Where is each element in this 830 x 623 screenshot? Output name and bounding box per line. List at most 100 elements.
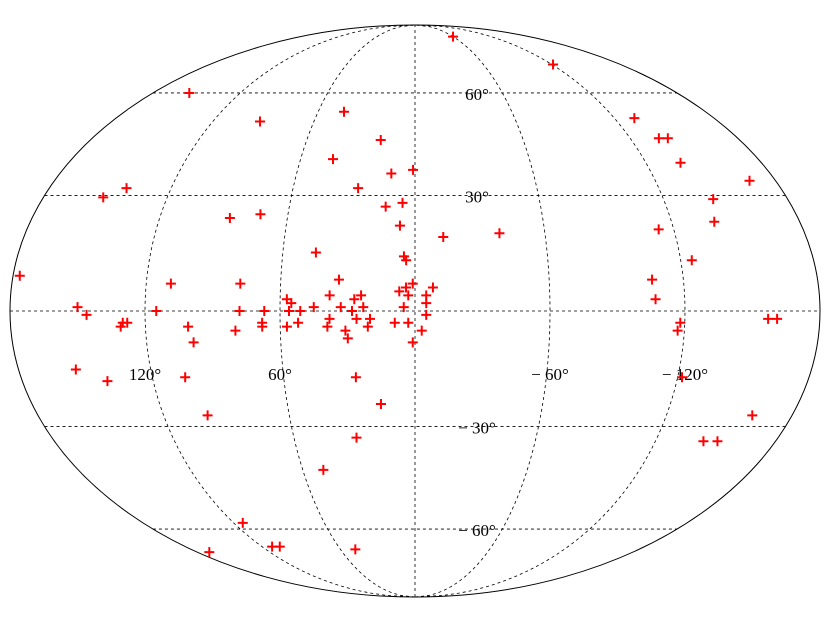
cross-marker [204,547,215,558]
cross-marker [284,306,294,316]
cross-marker [362,321,373,332]
cross-marker [274,541,285,552]
cross-marker [230,325,241,336]
latitude-label: − 30° [458,418,496,437]
longitude-label: 60° [268,365,292,384]
cross-marker [356,290,367,301]
longitude-label: − 120° [662,365,708,384]
cross-marker [407,278,418,289]
cross-marker [662,133,673,144]
cross-marker [322,321,333,332]
cross-marker [81,309,92,320]
latitude-label: 30° [465,187,489,206]
cross-marker [237,517,248,528]
cross-marker [677,372,688,383]
cross-marker [342,333,353,344]
cross-marker [121,183,132,194]
cross-marker [255,209,266,220]
cross-marker [744,175,755,186]
cross-marker [351,313,362,324]
cross-marker [380,201,391,212]
cross-marker [351,432,362,443]
cross-marker [295,306,306,316]
cross-marker [675,157,686,168]
cross-marker [647,274,658,285]
cross-marker [398,302,409,313]
cross-marker [183,321,194,332]
cross-marker [293,317,304,328]
cross-marker [403,290,414,301]
cross-marker [653,133,664,144]
cross-marker [257,321,268,332]
cross-marker [394,286,405,297]
cross-marker [180,372,191,383]
cross-marker [712,436,723,447]
cross-marker [389,317,400,328]
cross-marker [14,270,25,281]
longitude-label: 120° [129,365,161,384]
cross-marker [629,113,640,124]
cross-marker [340,325,351,336]
cross-marker [310,247,321,258]
cross-marker [358,302,369,313]
latitude-label: − 60° [458,521,496,540]
cross-marker [70,364,81,375]
cross-marker [686,255,697,266]
cross-marker [350,544,361,555]
cross-marker [427,282,438,293]
cross-marker [318,464,329,475]
cross-marker [394,220,405,231]
cross-marker [365,313,376,324]
cross-marker [438,232,449,243]
cross-marker [98,192,109,203]
cross-marker [709,216,720,227]
cross-marker [259,306,270,316]
cross-marker [408,164,419,175]
cross-marker [353,183,364,194]
cross-marker [165,278,176,289]
cross-marker [494,228,505,239]
cross-marker [708,194,719,205]
cross-marker [115,321,126,332]
longitude-label: − 60° [531,365,569,384]
cross-marker [254,116,265,127]
cross-marker [335,302,346,313]
cross-marker [350,372,361,383]
cross-marker [772,313,783,324]
cross-marker [324,313,335,324]
cross-marker [324,290,335,301]
cross-marker [401,255,412,266]
cross-marker [416,325,427,336]
cross-marker [675,317,686,328]
cross-marker [235,278,246,289]
cross-marker [653,224,664,235]
cross-marker [333,274,344,285]
cross-marker [234,306,245,316]
cross-marker [403,317,414,328]
cross-marker [401,282,412,293]
cross-marker [763,313,774,324]
cross-marker [448,31,459,42]
cross-marker [375,134,386,145]
cross-marker [747,410,758,421]
cross-marker [421,298,432,309]
cross-marker [338,106,349,117]
cross-marker [397,197,408,208]
cross-marker [375,399,386,410]
cross-marker [286,298,297,309]
latitude-label: 60° [465,85,489,104]
cross-marker [122,317,133,328]
cross-marker [672,325,683,336]
cross-marker [188,337,199,348]
cross-marker [328,154,339,165]
cross-marker [349,294,360,305]
cross-marker [224,212,235,223]
cross-marker [347,306,357,316]
cross-marker [281,321,292,332]
cross-marker [202,410,213,421]
map-border [9,24,821,598]
cross-marker [421,309,432,320]
cross-marker [548,59,559,70]
cross-marker [72,302,83,313]
